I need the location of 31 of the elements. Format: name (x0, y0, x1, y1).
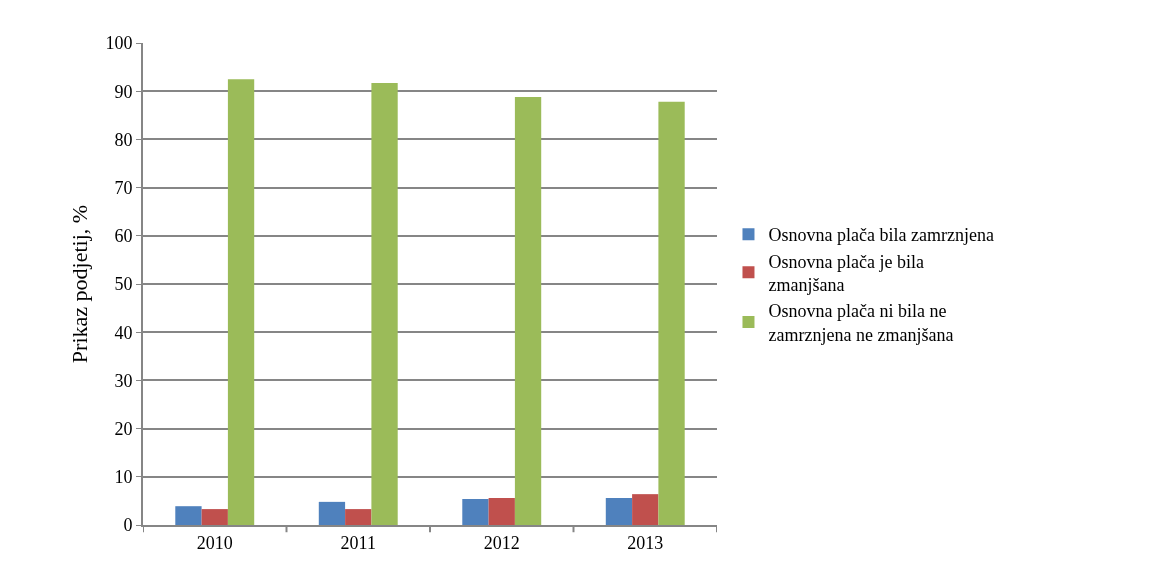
y-tick-label: 30 (114, 370, 133, 391)
y-tick-label: 40 (114, 322, 133, 343)
bar (371, 83, 398, 525)
x-tick-label: 2013 (627, 532, 664, 553)
y-axis-title: Prikaz podjetij, % (66, 204, 92, 364)
bar (658, 101, 685, 525)
x-tick-label: 2011 (340, 532, 376, 553)
bar (632, 494, 659, 525)
y-tick-label: 60 (114, 226, 133, 247)
y-tick-label: 80 (114, 129, 133, 150)
y-tick-label: 70 (114, 177, 133, 198)
bar (605, 498, 633, 525)
legend-label: Osnovna plača je bila zmanjšana (768, 251, 924, 296)
y-tick-label: 50 (114, 274, 133, 295)
bar (227, 79, 255, 525)
y-tick-label: 90 (114, 81, 133, 102)
bar (175, 506, 202, 525)
bar (318, 501, 346, 525)
bar (345, 509, 372, 525)
x-tick-label: 2012 (483, 532, 520, 553)
legend-label: Osnovna plača ni bila ne zamrznjena ne zmanjšana (768, 301, 954, 345)
y-tick-label: 20 (114, 418, 133, 439)
x-tick-label: 2010 (196, 532, 233, 553)
y-tick-label: 0 (123, 515, 133, 536)
bar (488, 498, 515, 525)
bar (201, 509, 228, 525)
y-tick-label: 10 (114, 467, 133, 488)
bar (514, 96, 542, 525)
legend-label: Osnovna plača bila zamrznjena (768, 225, 994, 246)
bar (462, 498, 489, 525)
y-tick-label: 100 (105, 33, 133, 54)
